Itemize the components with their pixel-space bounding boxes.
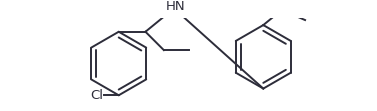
- Text: HN: HN: [166, 0, 185, 13]
- Text: Cl: Cl: [90, 89, 103, 102]
